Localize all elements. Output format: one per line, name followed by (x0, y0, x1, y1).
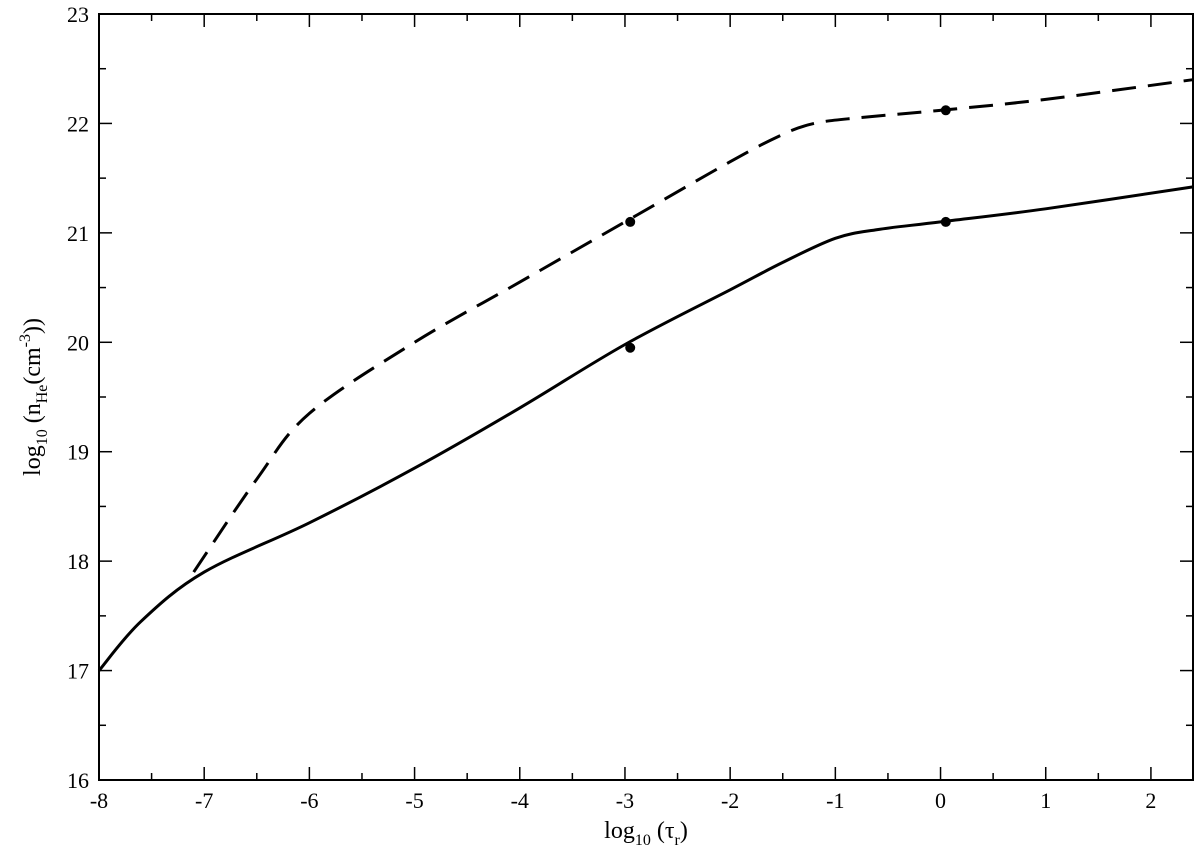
solid-series-line (97, 185, 1194, 672)
y-tick-label: 19 (67, 440, 89, 465)
x-tick-label: -8 (90, 788, 108, 813)
x-tick-label: -7 (195, 788, 213, 813)
y-tick-label: 23 (67, 2, 89, 27)
y-tick-label: 18 (67, 549, 89, 574)
data-point (625, 216, 636, 227)
x-tick-label: -3 (616, 788, 634, 813)
y-tick-label: 16 (67, 768, 89, 793)
x-axis-label: log10 (τr) (604, 818, 688, 849)
y-tick-label: 17 (67, 659, 89, 684)
x-tick-label: 1 (1040, 788, 1051, 813)
y-tick-label: 22 (67, 111, 89, 136)
data-point (940, 216, 951, 227)
x-tick-label: 2 (1145, 788, 1156, 813)
x-tick-label: 0 (935, 788, 946, 813)
series-layer (97, 78, 1194, 672)
plot-frame (98, 13, 1194, 781)
x-tick-label: -6 (300, 788, 318, 813)
dashed-series-line (192, 78, 1194, 573)
y-axis-label: log10 (nHe(cm-3)) (17, 318, 51, 476)
y-tick-label: 21 (67, 221, 89, 246)
x-tick-label: -2 (721, 788, 739, 813)
x-tick-label: -4 (511, 788, 529, 813)
x-tick-label: -5 (405, 788, 423, 813)
data-point (625, 342, 636, 353)
x-tick-label: -1 (826, 788, 844, 813)
data-point (940, 105, 951, 116)
tick-labels-layer: -8 -7 -6 -5 -4 -3 -2 -1 0 1 2 16 17 18 19 20 21 22 23 (67, 2, 1156, 813)
y-tick-label: 20 (67, 330, 89, 355)
markers-layer (625, 105, 951, 353)
ticks-layer (98, 13, 1193, 781)
